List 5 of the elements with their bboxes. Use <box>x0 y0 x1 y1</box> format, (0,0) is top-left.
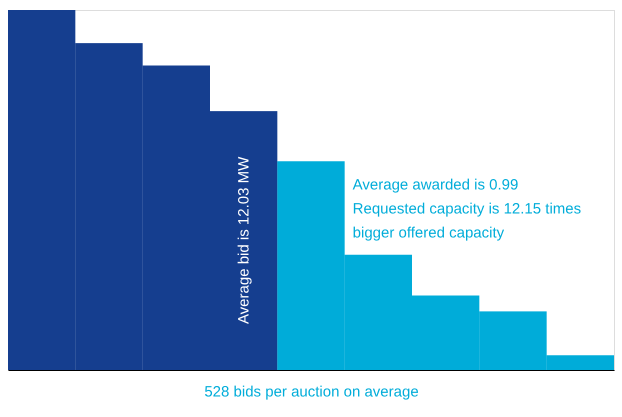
x-axis-title: 528 bids per auction on average <box>204 384 419 400</box>
annotation: Average awarded is 0.99 <box>352 176 518 194</box>
annotation: Requested capacity is 12.15 times <box>352 200 582 218</box>
annotation: Average bid is 12.03 MW <box>236 156 253 324</box>
annotation: bigger offered capacity <box>352 224 505 242</box>
